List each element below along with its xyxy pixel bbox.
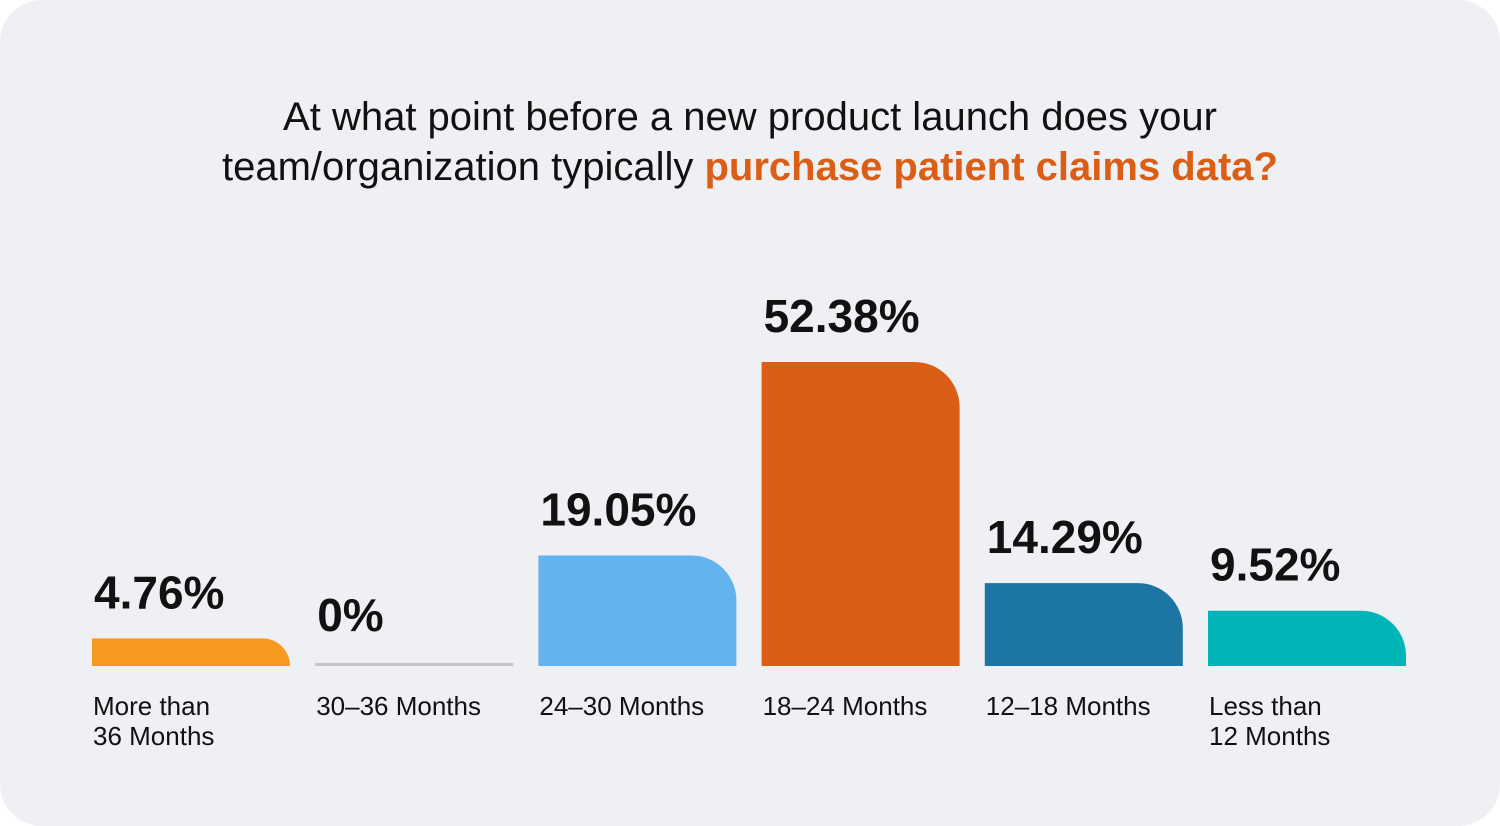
bar (538, 555, 737, 666)
category-label: 12 Months (1209, 721, 1330, 751)
bar (1208, 610, 1406, 666)
category-label: 36 Months (93, 721, 214, 751)
category-label: 30–36 Months (316, 691, 481, 721)
category-label: More than (93, 691, 210, 721)
category-label: 24–30 Months (539, 691, 704, 721)
value-label: 52.38% (764, 290, 920, 342)
title-line-1: At what point before a new product launc… (283, 95, 1217, 139)
chart-title: At what point before a new product launc… (0, 92, 1500, 192)
bar (984, 583, 1183, 666)
category-label: Less than (1209, 691, 1322, 721)
bar (92, 638, 290, 666)
title-line-2-prefix: team/organization typically (222, 145, 705, 189)
title-highlight: purchase patient claims data? (704, 145, 1278, 189)
title-line-2: team/organization typically purchase pat… (0, 142, 1500, 192)
category-label: 12–18 Months (986, 691, 1151, 721)
value-label: 0% (317, 589, 383, 641)
bar-zero-line (315, 663, 514, 666)
value-label: 19.05% (540, 483, 696, 535)
category-label: 18–24 Months (763, 691, 928, 721)
value-label: 14.29% (987, 511, 1143, 563)
value-label: 4.76% (94, 566, 224, 618)
bar (761, 362, 960, 666)
value-label: 9.52% (1210, 539, 1340, 591)
